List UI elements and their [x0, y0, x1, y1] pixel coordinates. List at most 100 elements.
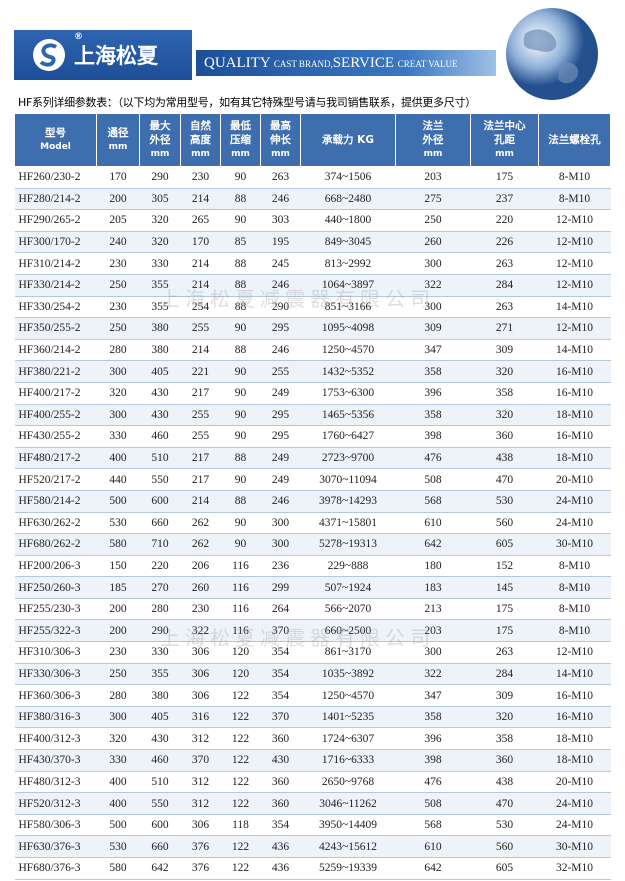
table-cell: 230	[180, 166, 221, 189]
table-cell: 263	[470, 296, 539, 319]
table-cell: 320	[139, 231, 181, 254]
table-cell: 354	[260, 814, 301, 837]
table-cell: 530	[96, 835, 140, 858]
table-cell: 200	[96, 188, 140, 211]
slogan-text: CREAT VALUE	[397, 59, 458, 69]
table-cell: 813~2992	[300, 252, 396, 275]
table-cell: 30-M10	[538, 533, 611, 556]
table-cell: 2723~9700	[300, 447, 396, 470]
table-cell: 400	[96, 771, 140, 794]
column-label: 最大外径	[149, 120, 171, 146]
table-cell: 5278~19313	[300, 533, 396, 556]
table-cell: 12-M10	[538, 641, 611, 664]
column-label: 法兰中心孔距	[483, 120, 526, 146]
table-cell: 88	[220, 490, 261, 513]
table-cell: 200	[96, 598, 140, 621]
table-cell: 88	[220, 447, 261, 470]
table-cell: 355	[139, 274, 181, 297]
table-cell: 550	[139, 792, 181, 815]
table-cell: 90	[220, 533, 261, 556]
table-cell: 116	[220, 576, 261, 599]
table-cell: 660	[139, 512, 181, 535]
table-cell: 195	[260, 231, 301, 254]
table-cell: 508	[395, 468, 471, 491]
table-cell: 530	[96, 512, 140, 535]
table-cell: 249	[260, 468, 301, 491]
table-row: HF520/312-3 400 550 312 122 360 3046~11262 508 4…	[14, 792, 611, 815]
table-cell: 360	[260, 792, 301, 815]
column-label: 承载力 KG	[322, 134, 374, 146]
table-cell: 255	[260, 360, 301, 383]
table-cell: 122	[220, 835, 261, 858]
table-cell: 152	[470, 555, 539, 578]
table-row: HF380/316-3 300 405 316 122 370 1401~5235 358 32…	[14, 706, 611, 729]
column-unit: mm	[495, 149, 514, 159]
table-cell: 18-M10	[538, 727, 611, 751]
table-cell: 20-M10	[538, 771, 611, 794]
spec-table: 型号 Model 通径 mm 最大外径 mm 自然高度 mm 最低压缩 mm 最高伸长 mm 承载力 K…	[14, 113, 611, 880]
table-cell: 300	[395, 252, 471, 275]
table-cell: 568	[395, 814, 471, 837]
table-row: HF255/230-3 200 280 230 116 264 566~2070 213 175…	[14, 598, 611, 621]
table-row: HF300/170-2 240 320 170 85 195 849~3045 260 226 1…	[14, 231, 611, 254]
table-cell: 306	[180, 684, 221, 707]
table-cell: 24-M10	[538, 814, 611, 837]
table-row: HF580/306-3 500 600 306 118 354 3950~14409 568 5…	[14, 814, 611, 837]
table-cell: HF630/262-2	[14, 512, 97, 535]
table-cell: HF520/312-3	[14, 792, 97, 815]
table-cell: 240	[96, 231, 140, 254]
table-cell: 360	[470, 749, 539, 772]
table-cell: 430	[139, 727, 181, 751]
table-cell: 405	[139, 706, 181, 729]
table-cell: 8-M10	[538, 166, 611, 189]
table-cell: 550	[139, 468, 181, 491]
table-cell: 380	[139, 339, 181, 362]
table-cell: HF330/254-2	[14, 296, 97, 319]
table-cell: 122	[220, 857, 261, 880]
table-cell: 320	[470, 360, 539, 383]
column-unit: mm	[108, 142, 128, 152]
table-cell: 380	[139, 684, 181, 707]
table-cell: 430	[139, 404, 181, 427]
table-cell: 90	[220, 166, 261, 189]
table-cell: 430	[260, 749, 301, 772]
table-cell: HF480/217-2	[14, 447, 97, 470]
table-cell: 849~3045	[300, 231, 396, 254]
table-cell: 508	[395, 792, 471, 815]
table-cell: 1401~5235	[300, 706, 396, 729]
table-cell: 376	[180, 857, 221, 880]
table-cell: 262	[180, 533, 221, 556]
table-cell: HF520/217-2	[14, 468, 97, 491]
table-cell: 642	[139, 857, 181, 880]
table-cell: 610	[395, 512, 471, 535]
table-cell: 170	[96, 166, 140, 189]
table-cell: 566~2070	[300, 598, 396, 621]
table-cell: 229~888	[300, 555, 396, 578]
table-cell: 322	[395, 663, 471, 686]
table-cell: 405	[139, 360, 181, 383]
table-cell: 18-M10	[538, 404, 611, 427]
table-cell: 500	[96, 814, 140, 837]
table-cell: 214	[180, 490, 221, 513]
table-cell: 358	[395, 706, 471, 729]
table-cell: 400	[96, 792, 140, 815]
column-unit: mm	[231, 149, 250, 159]
table-cell: 12-M10	[538, 252, 611, 275]
table-cell: 12-M10	[538, 317, 611, 340]
slogan-text: CAST BRAND,	[273, 59, 333, 69]
table-row: HF280/214-2 200 305 214 88 246 668~2480 275 237 8…	[14, 188, 611, 211]
table-cell: 250	[96, 317, 140, 340]
table-cell: 122	[220, 749, 261, 772]
table-cell: 600	[139, 814, 181, 837]
table-cell: HF310/306-3	[14, 641, 97, 664]
table-cell: 306	[180, 663, 221, 686]
table-cell: 8-M10	[538, 576, 611, 599]
table-cell: 122	[220, 792, 261, 815]
table-cell: HF290/265-2	[14, 209, 97, 232]
table-cell: 396	[395, 382, 471, 405]
table-cell: 360	[260, 727, 301, 751]
table-cell: HF380/316-3	[14, 706, 97, 729]
table-cell: 230	[96, 641, 140, 664]
table-cell: 175	[470, 619, 539, 643]
table-cell: 376	[180, 835, 221, 858]
